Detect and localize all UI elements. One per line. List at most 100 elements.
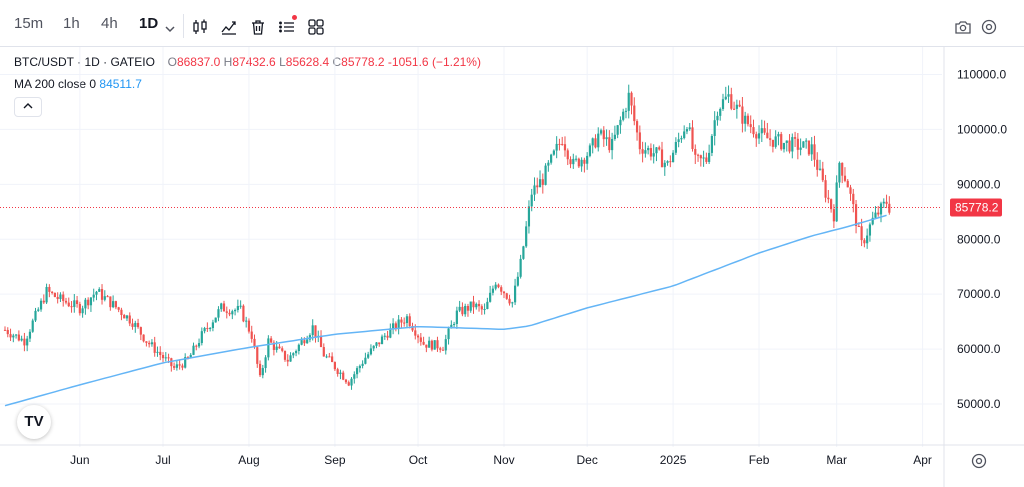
candle-body [200, 331, 203, 344]
candle-body [364, 357, 367, 364]
candle-body [719, 108, 722, 116]
candle-style-icon[interactable] [191, 18, 209, 36]
candle-body [466, 305, 470, 311]
candle-body [805, 140, 808, 142]
price-chart[interactable]: 50000.0 60000.0 70000.0 80000.0 90000.0 10000… [0, 47, 1024, 487]
watchlist-icon[interactable] [278, 18, 296, 36]
candle-body [818, 168, 822, 170]
camera-icon[interactable] [954, 18, 972, 36]
low-value: 85628.4 [285, 55, 330, 69]
candle-body [272, 342, 276, 350]
candle-body [627, 92, 630, 111]
candle-body [760, 128, 763, 134]
candle-body [26, 338, 29, 346]
candle-body [12, 335, 15, 338]
close-value: 85778.2 [341, 55, 385, 69]
candle-body [644, 150, 647, 154]
candle-body [785, 140, 788, 143]
candle-body [333, 362, 336, 370]
candle-body [835, 182, 838, 222]
candle-body [17, 334, 20, 341]
layout-grid-icon[interactable] [307, 18, 325, 36]
timeframe-1d[interactable]: 1D [139, 15, 159, 32]
candle-body [824, 180, 827, 198]
candle-body [109, 296, 112, 308]
candle-body [436, 340, 439, 349]
indicators-icon[interactable] [220, 18, 238, 36]
candle-body [877, 212, 880, 215]
candle-body [857, 226, 860, 228]
candle-body [879, 203, 883, 215]
candle-body [866, 235, 869, 244]
candle-body [314, 325, 317, 338]
candle-body [516, 276, 519, 286]
candle-body [253, 338, 256, 348]
candle-body [830, 199, 833, 210]
candle-body [455, 310, 458, 324]
candle-body [502, 291, 506, 294]
candle-body [156, 351, 159, 353]
candle-body [469, 301, 472, 311]
timeframe-1h[interactable]: 1h [63, 15, 80, 32]
candle-body [206, 328, 209, 330]
candle-body [561, 143, 564, 145]
candle-body [214, 317, 217, 323]
candle-body [131, 323, 134, 327]
candle-body [533, 185, 536, 195]
candle-body [671, 152, 675, 163]
candle-body [247, 320, 251, 332]
candle-body [538, 179, 542, 188]
candle-body [846, 180, 849, 188]
candle-body [344, 379, 348, 383]
candle-body [647, 148, 650, 151]
candle-body [294, 351, 298, 354]
candle-body [311, 325, 314, 336]
candle-body [103, 296, 106, 300]
settings-icon[interactable] [980, 18, 998, 36]
scale-settings-icon[interactable] [970, 452, 988, 470]
candle-body [53, 292, 56, 297]
candle-body [439, 348, 442, 350]
chevron-up-icon [23, 103, 33, 109]
candle-body [378, 342, 381, 345]
candle-body [441, 349, 445, 351]
x-tick-label: 2025 [660, 453, 687, 467]
candle-body [464, 305, 467, 315]
candle-body [75, 300, 79, 304]
delete-icon[interactable] [249, 18, 267, 36]
candle-body [20, 338, 23, 341]
candle-body [771, 139, 774, 147]
candle-body [136, 322, 140, 328]
candle-body [339, 372, 342, 374]
candle-body [849, 187, 852, 194]
candle-body [680, 138, 683, 140]
candle-body [411, 326, 414, 331]
candle-body [475, 303, 478, 308]
candle-body [569, 159, 572, 165]
candle-body [572, 158, 575, 165]
candle-body [702, 157, 705, 159]
candle-body [766, 132, 769, 139]
candle-body [885, 201, 888, 204]
timeframe-4h[interactable]: 4h [101, 15, 118, 32]
chevron-down-icon[interactable] [161, 20, 179, 38]
candle-body [203, 328, 206, 332]
candle-body [802, 141, 805, 148]
candle-body [868, 224, 872, 236]
x-tick-label: Jul [155, 453, 170, 467]
candle-body [192, 345, 195, 355]
candle-body [392, 323, 395, 329]
candle-body [843, 175, 847, 181]
candle-body [28, 331, 32, 339]
candle-body [167, 357, 170, 359]
candle-body [367, 354, 370, 358]
candle-body [236, 305, 239, 310]
candle-body [741, 106, 744, 124]
x-tick-label: Jun [70, 453, 89, 467]
x-tick-label: Mar [826, 453, 847, 467]
candle-body [275, 346, 278, 350]
timeframe-15m[interactable]: 15m [14, 15, 44, 32]
candle-body [220, 303, 223, 310]
collapse-legend-button[interactable] [14, 97, 42, 117]
candle-body [777, 134, 780, 137]
